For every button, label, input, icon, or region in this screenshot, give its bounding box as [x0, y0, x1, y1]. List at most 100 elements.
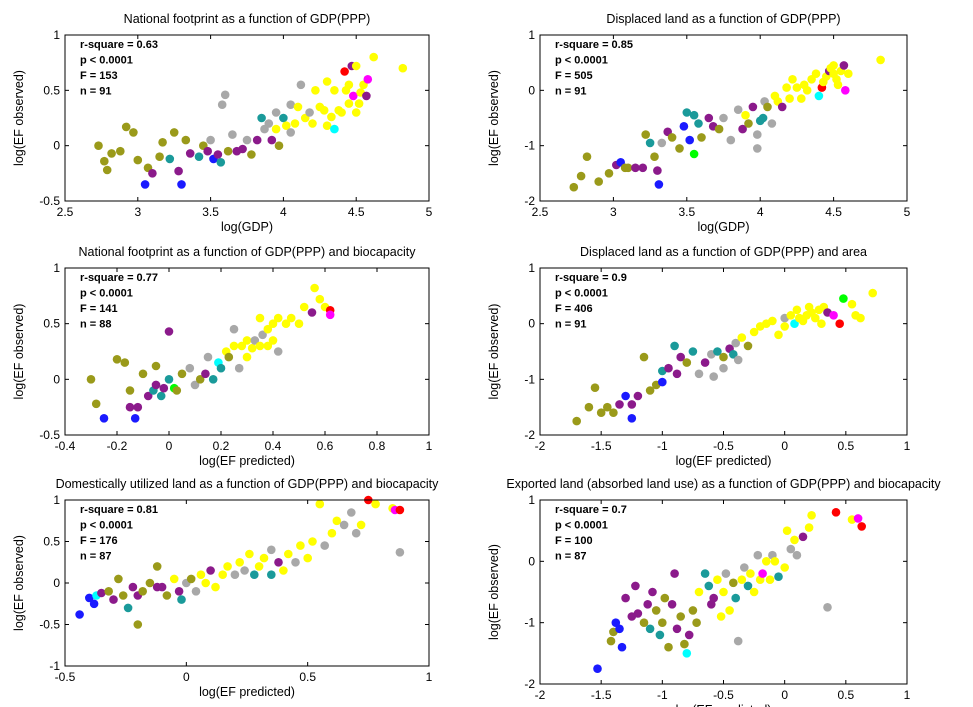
x-tick-label: 1: [426, 670, 433, 684]
data-point: [753, 130, 762, 139]
data-point: [768, 316, 777, 326]
y-tick-label: -1: [524, 139, 535, 153]
stat-line: n = 91: [80, 86, 112, 98]
data-point: [347, 508, 356, 517]
data-point: [307, 308, 317, 317]
data-point: [104, 587, 113, 596]
data-point: [191, 587, 201, 596]
data-point: [743, 581, 753, 591]
data-point: [572, 416, 581, 426]
data-point: [780, 563, 789, 572]
data-point: [267, 135, 277, 145]
data-point: [125, 386, 135, 395]
data-point: [672, 369, 682, 379]
data-point: [767, 119, 777, 128]
plot-frame: [539, 34, 908, 202]
stat-line: F = 176: [80, 535, 118, 547]
y-tick-label: 1: [53, 261, 60, 275]
data-point: [281, 319, 291, 329]
data-point: [164, 375, 174, 384]
y-tick-label: -2: [524, 194, 535, 208]
data-point: [641, 130, 650, 139]
data-point: [339, 520, 349, 530]
data-point: [694, 369, 704, 379]
data-point: [817, 319, 826, 329]
data-point: [151, 361, 161, 371]
data-point: [217, 100, 227, 109]
x-tick-label: 3: [610, 205, 617, 219]
data-point: [254, 562, 264, 571]
data-point: [291, 558, 300, 567]
data-point: [765, 575, 775, 584]
x-tick-label: -0.5: [713, 688, 734, 702]
data-point: [195, 375, 205, 384]
data-point: [121, 122, 131, 132]
data-point: [839, 294, 848, 303]
data-point: [208, 375, 218, 384]
data-point: [203, 146, 212, 156]
data-point: [737, 575, 747, 584]
data-point: [268, 319, 278, 329]
data-point: [639, 352, 649, 362]
y-axis-label: log(EF observed): [487, 544, 501, 640]
data-point: [658, 618, 667, 627]
y-tick-label: 0: [53, 372, 60, 386]
y-tick-label: 0.5: [43, 535, 60, 549]
data-point: [213, 150, 223, 159]
x-tick-label: 4: [280, 205, 287, 219]
data-point: [125, 402, 135, 412]
scatter-panel-3: -0.4 -0.2 0 0.2 0.4 0.6 0.8 1 -0.5 0 0.5 1 National …: [12, 245, 433, 468]
data-point: [165, 154, 175, 164]
data-point: [94, 141, 103, 150]
data-point: [349, 91, 358, 101]
data-point: [782, 526, 792, 535]
x-tick-label: 4.5: [348, 205, 365, 219]
data-point: [293, 102, 303, 112]
data-point: [286, 313, 296, 323]
data-point: [186, 574, 196, 584]
data-point: [676, 352, 685, 362]
data-point: [627, 400, 637, 409]
data-point: [294, 319, 304, 329]
data-point: [369, 52, 379, 62]
data-point: [271, 124, 281, 134]
data-point: [140, 180, 150, 189]
data-point: [116, 146, 125, 156]
data-point: [679, 122, 689, 131]
x-tick-label: 1: [426, 439, 433, 453]
data-point: [844, 69, 853, 78]
data-point: [721, 569, 731, 578]
x-axis-label: log(EF predicted): [676, 703, 772, 707]
data-point: [97, 588, 106, 598]
data-point: [224, 352, 234, 362]
data-point: [633, 391, 643, 401]
y-tick-label: 0: [53, 576, 60, 590]
data-point: [651, 606, 661, 615]
data-point: [621, 593, 630, 603]
data-point: [315, 294, 325, 304]
data-point: [351, 108, 361, 117]
data-point: [719, 587, 728, 597]
data-point: [250, 336, 260, 345]
data-point: [704, 581, 714, 591]
stat-line: r-square = 0.9: [555, 272, 627, 284]
data-point: [685, 135, 694, 145]
x-tick-label: 1: [904, 688, 911, 702]
data-point: [682, 649, 692, 658]
data-point: [684, 630, 694, 640]
data-point: [753, 144, 762, 153]
data-point: [743, 341, 753, 351]
data-point: [802, 86, 812, 95]
data-point: [242, 352, 252, 362]
data-point: [731, 593, 740, 603]
data-point: [327, 112, 336, 122]
data-point: [694, 119, 703, 128]
data-point: [255, 341, 265, 351]
data-point: [190, 380, 200, 390]
data-point: [322, 77, 332, 86]
x-tick-label: 3: [134, 205, 141, 219]
data-point: [123, 603, 133, 613]
data-point: [356, 520, 366, 530]
data-point: [643, 600, 652, 609]
data-point: [85, 593, 94, 603]
